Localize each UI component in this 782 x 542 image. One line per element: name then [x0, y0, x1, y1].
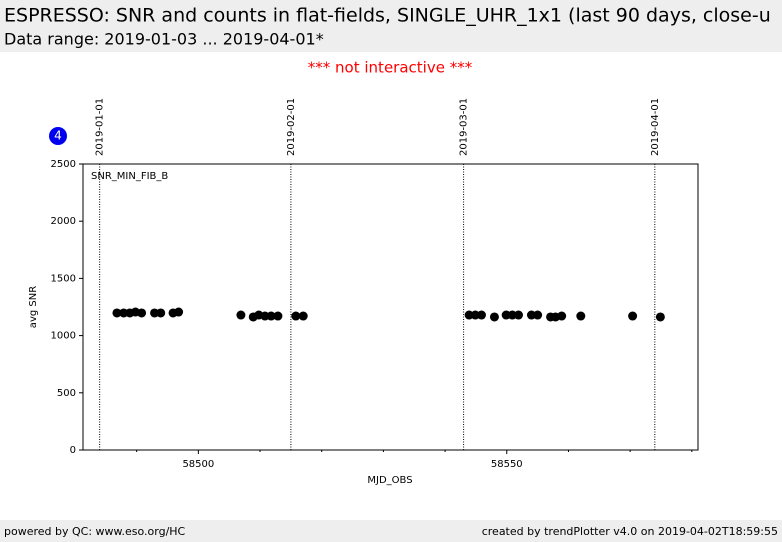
point [174, 307, 184, 317]
badge: 4 [54, 129, 62, 143]
x-axis-label: MJD_OBS [367, 475, 412, 486]
footer-band [0, 520, 782, 542]
y-tick-label: 2500 [51, 159, 76, 170]
y-tick-label: 0 [70, 445, 76, 456]
y-tick-label: 1500 [51, 273, 76, 284]
y-axis-label: avg SNR [28, 286, 39, 328]
point [266, 311, 276, 321]
point [291, 311, 301, 321]
point [507, 310, 517, 320]
point [150, 308, 160, 318]
point [576, 311, 586, 321]
point [628, 311, 638, 321]
point [501, 310, 511, 320]
date-label: 2019-04-01 [650, 98, 661, 156]
point [470, 310, 480, 320]
point [156, 308, 166, 318]
x-tick-label: 58550 [491, 459, 523, 470]
point [260, 311, 270, 321]
point [236, 310, 246, 320]
point [298, 311, 308, 321]
date-label: 2019-03-01 [459, 98, 470, 156]
notice: *** not interactive *** [308, 59, 473, 77]
point [526, 310, 536, 320]
point [137, 308, 147, 318]
point [119, 308, 129, 318]
date-label: 2019-01-01 [95, 98, 106, 156]
point [513, 310, 523, 320]
point [655, 312, 665, 322]
point [476, 310, 486, 320]
badge-circle [49, 127, 67, 145]
y-tick-label: 1000 [51, 331, 76, 342]
title: ESPRESSO: SNR and counts in flat-fields,… [4, 5, 771, 27]
footer-left: powered by QC: www.eso.org/HC [4, 525, 186, 538]
date-label: 2019-02-01 [286, 98, 297, 156]
point [464, 310, 474, 320]
x-tick-label: 58500 [182, 459, 214, 470]
panel-label: SNR_MIN_FIB_B [91, 171, 168, 182]
point [489, 312, 499, 322]
header-band [0, 0, 782, 52]
y-tick-label: 500 [57, 388, 76, 399]
point [273, 311, 283, 321]
point [112, 308, 122, 318]
y-tick-label: 2000 [51, 216, 76, 227]
plot-frame [82, 163, 699, 451]
footer-right: created by trendPlotter v4.0 on 2019-04-… [482, 525, 778, 538]
point [557, 311, 567, 321]
subtitle: Data range: 2019-01-03 ... 2019-04-01* [4, 30, 324, 49]
point [533, 310, 543, 320]
